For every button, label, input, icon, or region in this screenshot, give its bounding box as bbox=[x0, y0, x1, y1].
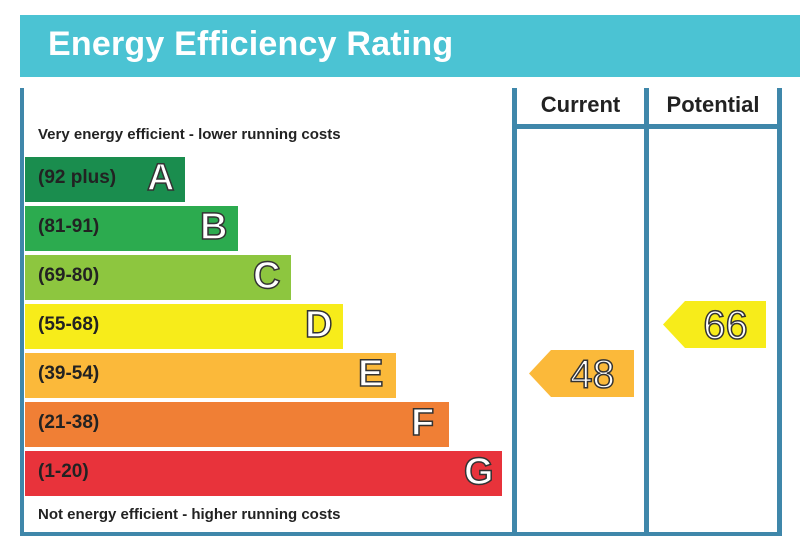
band-range-label: (21-38) bbox=[38, 412, 100, 433]
band-a: (92 plus) A bbox=[25, 156, 185, 202]
potential-column-right-border bbox=[777, 88, 782, 536]
band-range-label: (69-80) bbox=[38, 265, 100, 286]
potential-column-header: Potential bbox=[666, 92, 760, 117]
band-b: (81-91) B bbox=[25, 205, 238, 251]
indicator-value: 66 bbox=[703, 304, 748, 348]
band-letter: C bbox=[252, 254, 281, 298]
band-range-label: (1-20) bbox=[38, 461, 89, 482]
band-letter: E bbox=[357, 352, 384, 396]
band-letter: G bbox=[463, 450, 494, 494]
indicator-value: 48 bbox=[570, 353, 615, 397]
indicator-shape bbox=[663, 301, 766, 348]
rating-frame bbox=[20, 88, 782, 536]
band-e: (39-54) E bbox=[25, 352, 396, 398]
potential-rating-indicator: 66 bbox=[663, 301, 766, 348]
band-g: (1-20) G bbox=[25, 450, 502, 496]
potential-header-underline bbox=[644, 124, 782, 129]
indicator-arrow: 48 bbox=[529, 350, 634, 397]
band-f: (21-38) F bbox=[25, 401, 449, 447]
band-letter: B bbox=[199, 205, 228, 249]
top-note: Very energy efficient - lower running co… bbox=[38, 126, 341, 143]
current-column-header: Current bbox=[540, 92, 621, 117]
current-column-left-border bbox=[512, 88, 517, 536]
band-range-label: (39-54) bbox=[38, 363, 100, 384]
band-range-label: (92 plus) bbox=[38, 167, 117, 188]
indicator-arrow: 66 bbox=[663, 301, 766, 348]
band-letter: D bbox=[304, 303, 333, 347]
current-rating-indicator: 48 bbox=[529, 350, 634, 397]
bottom-note: Not energy efficient - higher running co… bbox=[38, 506, 341, 523]
band-c: (69-80) C bbox=[25, 254, 291, 300]
band-letter: F bbox=[410, 401, 435, 445]
band-letter: A bbox=[146, 156, 175, 200]
indicator-shape bbox=[529, 350, 634, 397]
header-banner: Energy Efficiency Rating bbox=[20, 15, 800, 77]
current-column-right-border bbox=[644, 88, 649, 536]
band-range-label: (55-68) bbox=[38, 314, 100, 335]
current-header-underline bbox=[512, 124, 649, 129]
band-range-label: (81-91) bbox=[38, 216, 100, 237]
band-d: (55-68) D bbox=[25, 303, 343, 349]
page-title: Energy Efficiency Rating bbox=[48, 25, 454, 63]
